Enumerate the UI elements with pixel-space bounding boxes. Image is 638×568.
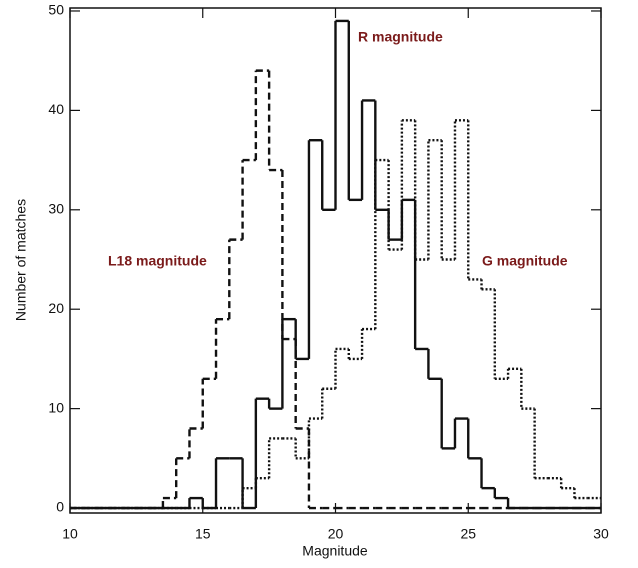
- y-tick-label: 10: [48, 399, 64, 415]
- series-label: R magnitude: [358, 29, 443, 45]
- y-tick-label: 20: [48, 300, 64, 316]
- x-tick-label: 20: [328, 526, 344, 542]
- y-tick-label: 30: [48, 201, 64, 217]
- y-tick-label: 40: [48, 101, 64, 117]
- series-label: G magnitude: [482, 253, 568, 269]
- y-axis-label: Number of matches: [13, 199, 29, 321]
- series-label: L18 magnitude: [108, 253, 207, 269]
- x-axis-label: Magnitude: [302, 543, 368, 559]
- y-tick-label: 50: [48, 2, 64, 18]
- x-tick-label: 30: [593, 526, 609, 542]
- x-tick-label: 25: [460, 526, 476, 542]
- y-tick-label: 0: [56, 499, 64, 515]
- x-tick-label: 15: [195, 526, 211, 542]
- x-tick-label: 10: [62, 526, 78, 542]
